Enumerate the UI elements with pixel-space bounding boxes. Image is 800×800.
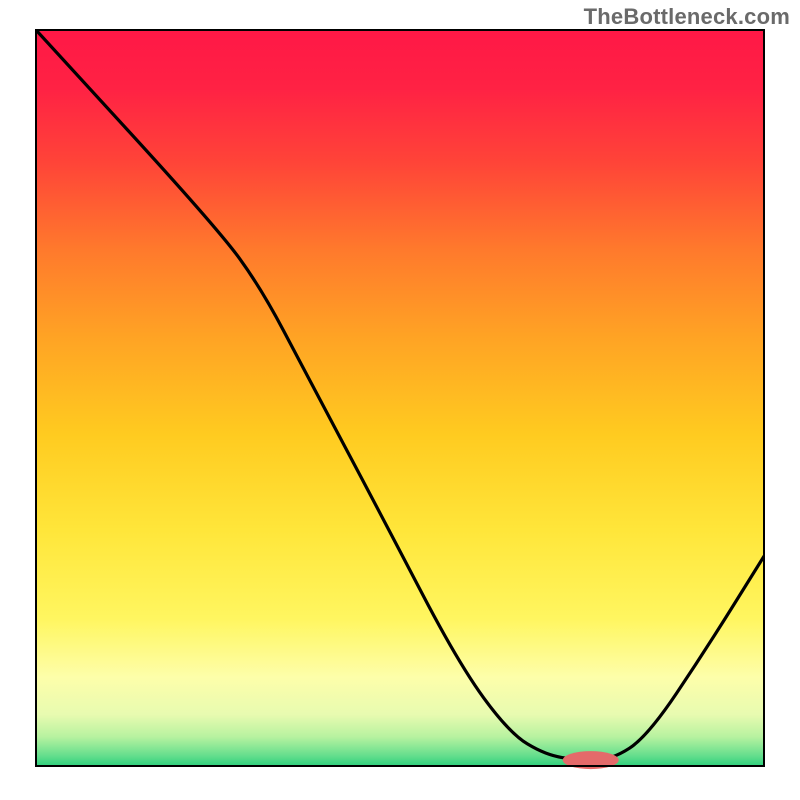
watermark-label: TheBottleneck.com (584, 4, 790, 30)
chart-svg (0, 0, 800, 800)
plot-gradient-bg (36, 30, 764, 766)
chart-container: TheBottleneck.com (0, 0, 800, 800)
